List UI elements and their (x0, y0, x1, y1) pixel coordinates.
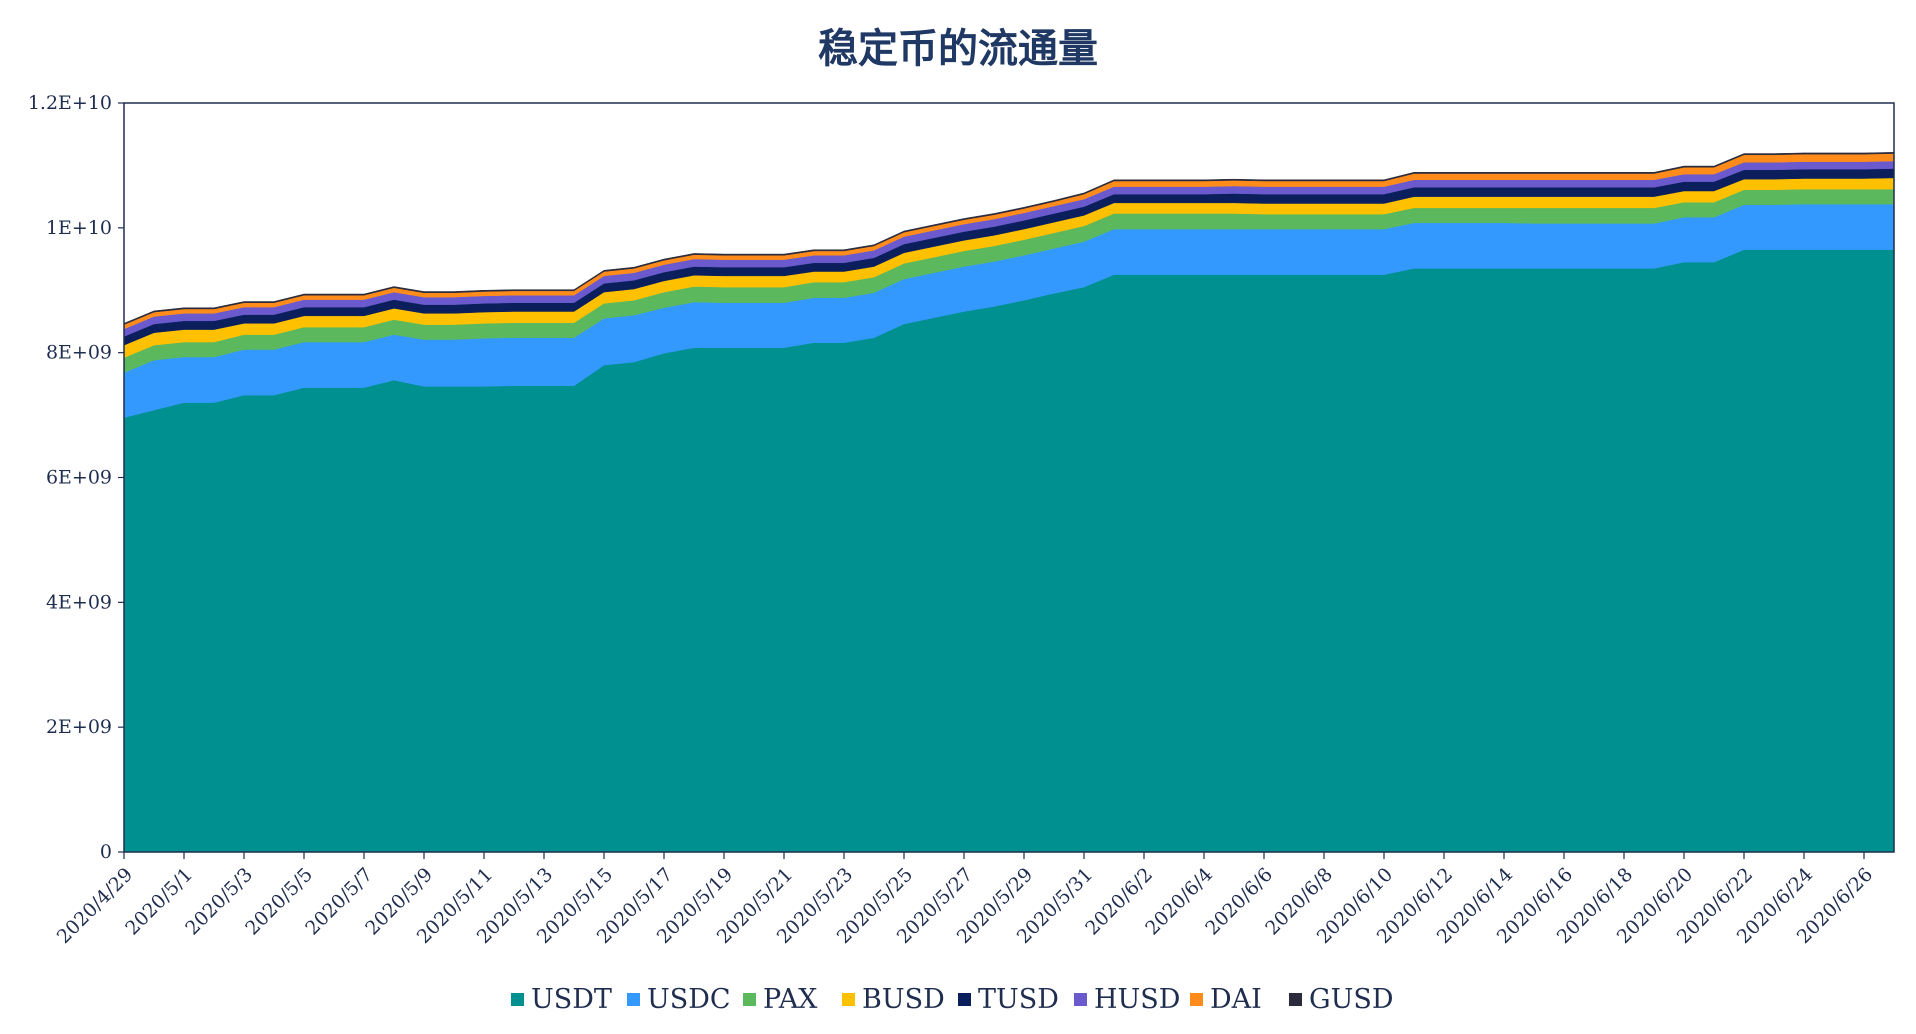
legend-swatch (627, 993, 640, 1006)
legend-label: GUSD (1309, 984, 1393, 1015)
legend-item-pax: PAX (743, 984, 818, 1015)
legend-swatch (743, 993, 756, 1006)
y-tick-label: 8E+09 (46, 342, 112, 364)
x-axis: 2020/4/292020/5/12020/5/32020/5/52020/5/… (53, 852, 1877, 948)
legend-item-tusd: TUSD (958, 984, 1059, 1015)
legend-label: PAX (763, 984, 818, 1015)
x-tick-label: 2020/4/29 (53, 864, 137, 948)
y-tick-label: 1.2E+10 (28, 92, 112, 114)
legend-swatch (958, 993, 971, 1006)
legend-swatch (1289, 993, 1302, 1006)
legend-item-busd: BUSD (842, 984, 945, 1015)
legend-item-usdt: USDT (511, 984, 612, 1015)
legend-swatch (511, 993, 524, 1006)
legend-swatch (1190, 993, 1203, 1006)
chart-title: 稳定币的流通量 (818, 25, 1098, 72)
y-tick-label: 0 (100, 841, 112, 863)
legend-label: TUSD (978, 984, 1059, 1015)
legend-label: BUSD (862, 984, 945, 1015)
legend-label: USDT (531, 984, 612, 1015)
legend: USDT USDC PAX BUSD TUSD HUSD DAI GUSD (511, 984, 1393, 1015)
y-tick-label: 2E+09 (46, 716, 112, 738)
legend-swatch (842, 993, 855, 1006)
legend-label: USDC (647, 984, 731, 1015)
legend-label: DAI (1210, 984, 1262, 1015)
y-tick-label: 4E+09 (46, 591, 112, 613)
y-tick-label: 6E+09 (46, 467, 112, 489)
area-series-group (123, 152, 1895, 853)
y-tick-label: 1E+10 (46, 217, 112, 239)
legend-item-dai: DAI (1190, 984, 1262, 1015)
legend-item-usdc: USDC (627, 984, 731, 1015)
legend-item-husd: HUSD (1074, 984, 1180, 1015)
legend-item-gusd: GUSD (1289, 984, 1393, 1015)
y-axis: 0 2E+09 4E+09 6E+09 8E+09 1E+10 1.2E+10 (28, 92, 124, 863)
legend-label: HUSD (1094, 984, 1180, 1015)
legend-swatch (1074, 993, 1087, 1006)
